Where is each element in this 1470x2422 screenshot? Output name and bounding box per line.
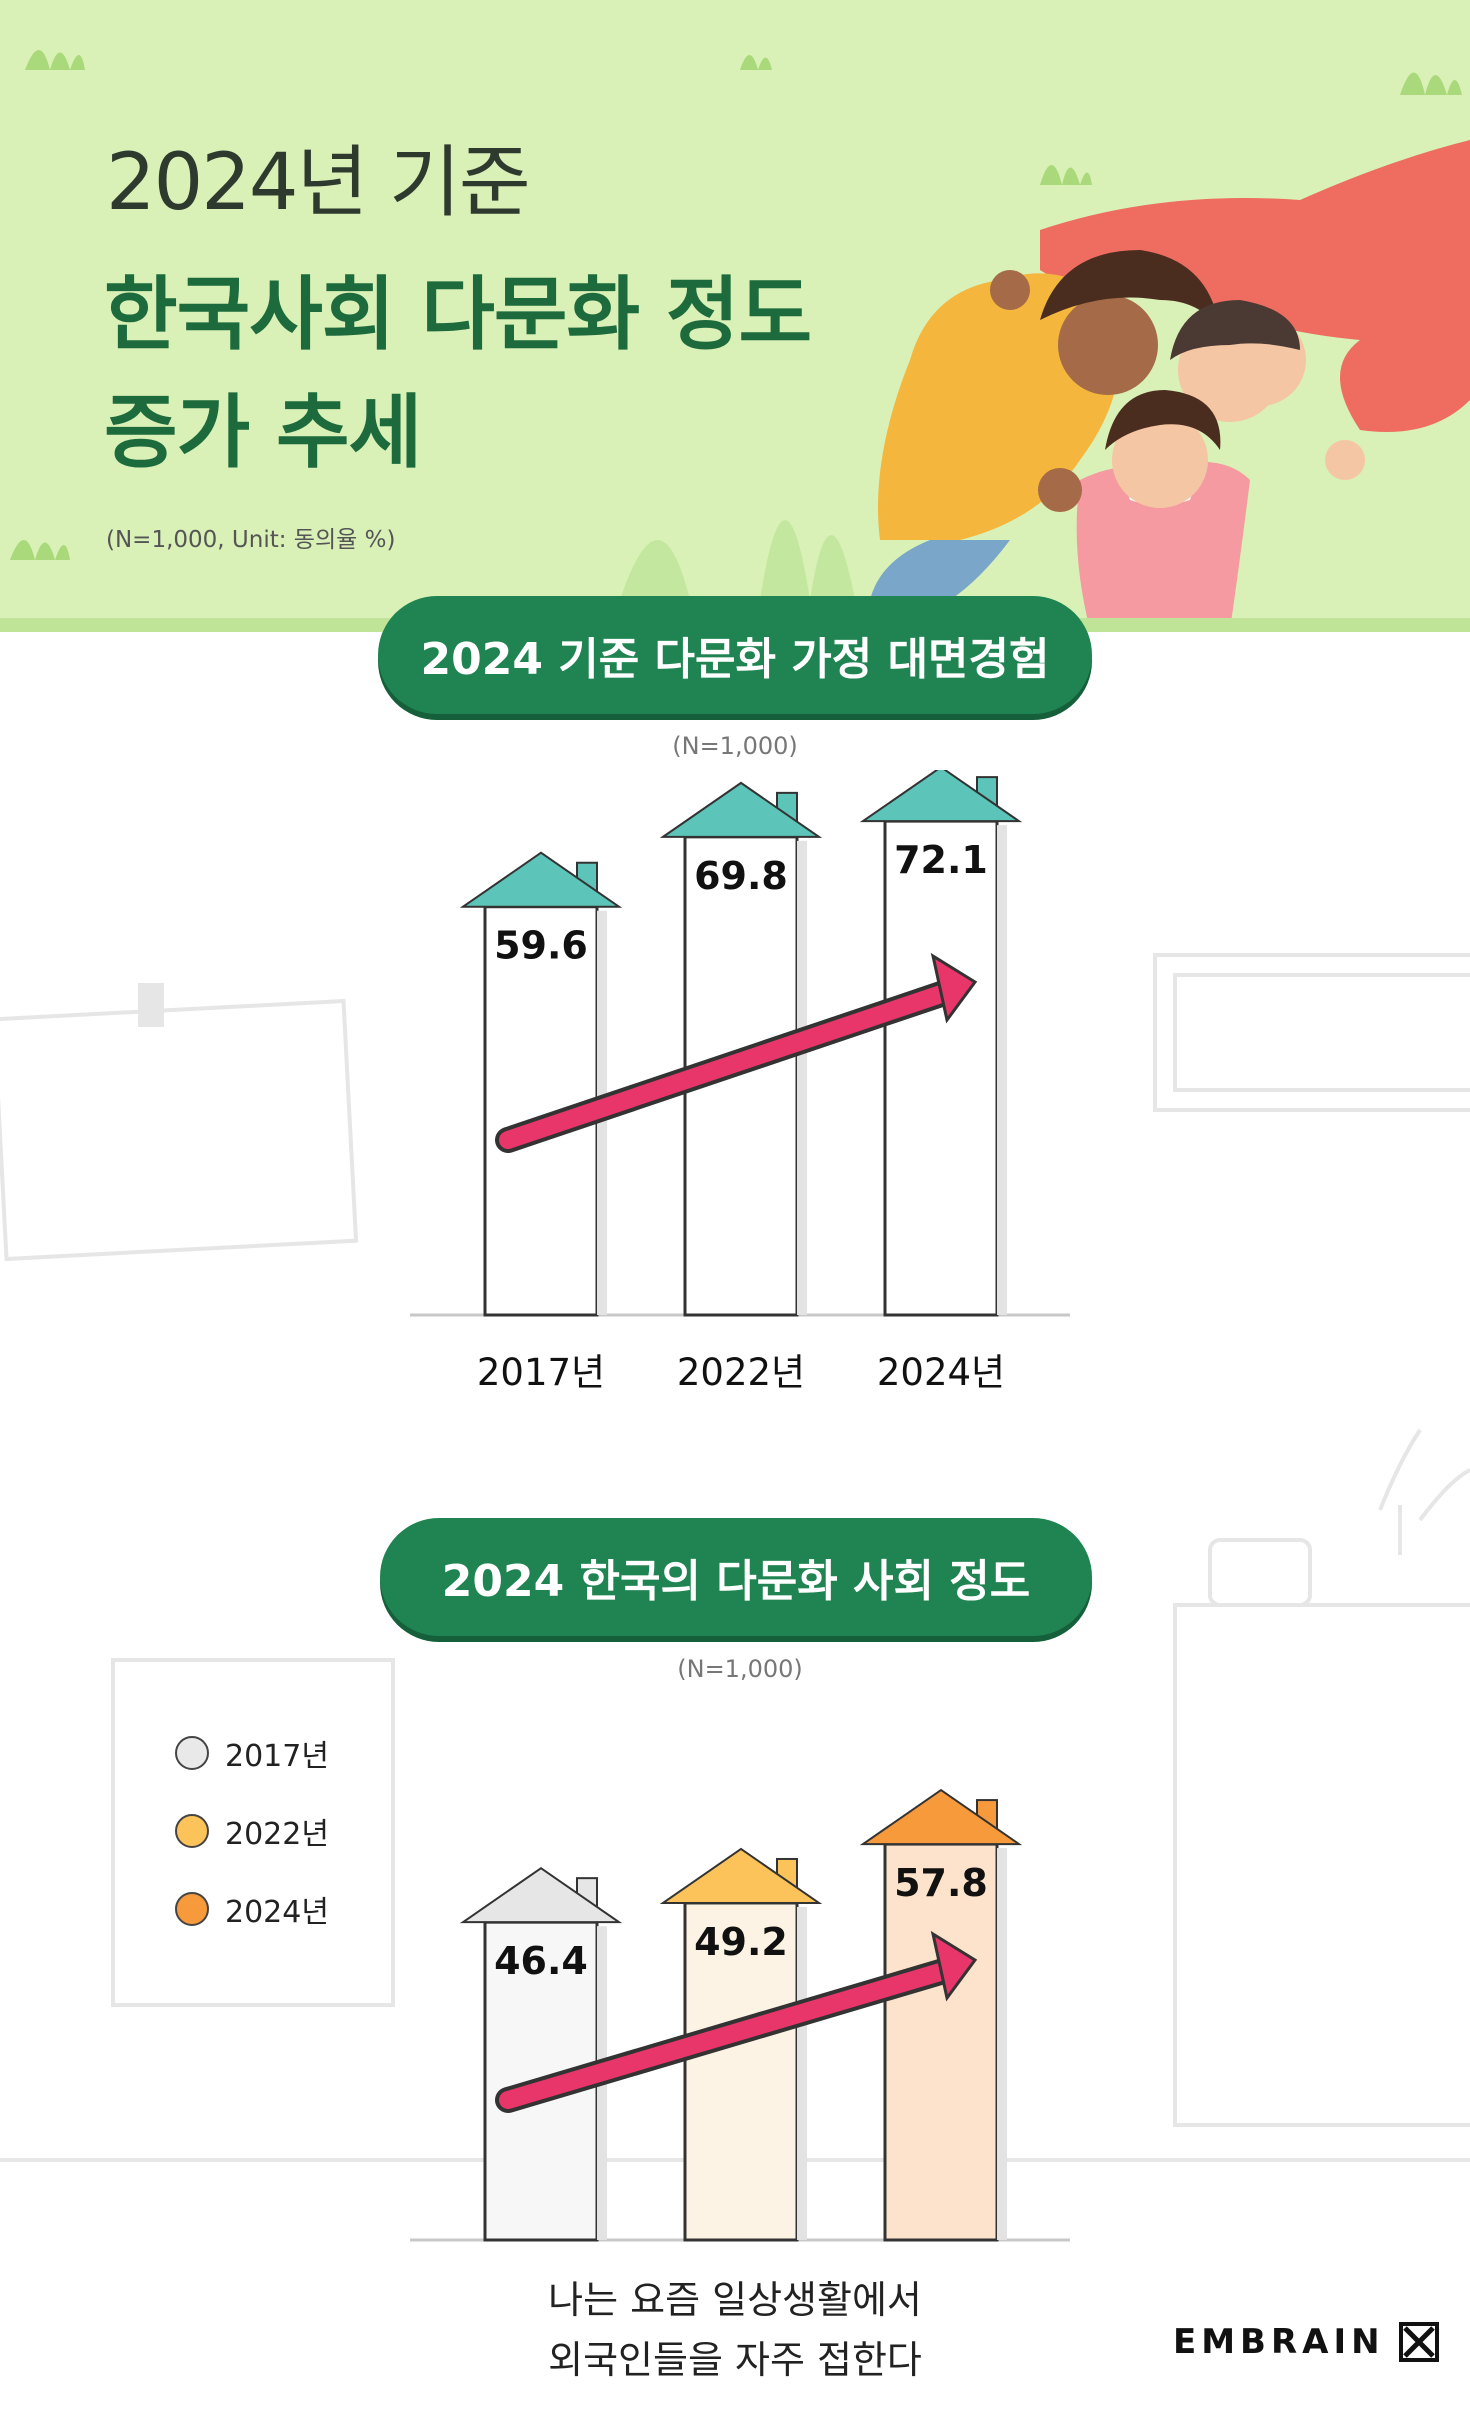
- legend-item-2024: 2024년: [175, 1884, 329, 1934]
- section1-title-pill: 2024 기준 다문화 가정 대면경험: [378, 596, 1092, 714]
- roof: [459, 851, 623, 908]
- bar-shadow: [997, 825, 1007, 1315]
- category-label: 2022년: [677, 1351, 805, 1394]
- section2-caption: 나는 요즘 일상생활에서 외국인들을 자주 접한다: [548, 2270, 922, 2390]
- title-line-2: 한국사회 다문화 정도: [104, 268, 812, 361]
- data-label: 59.6: [494, 924, 588, 968]
- legend-item-2022: 2022년: [175, 1806, 329, 1856]
- trend-arrow-head: [930, 1930, 978, 2002]
- trend-arrow-shaft: [499, 983, 956, 1149]
- legend-label-2017: 2017년: [225, 1739, 329, 1774]
- brand-name: EMBRAIN: [1173, 2322, 1385, 2362]
- data-label: 57.8: [894, 1861, 988, 1905]
- hero-banner: 2024년 기준 한국사회 다문화 정도 증가 추세 (N=1,000, Uni…: [0, 0, 1470, 632]
- chart-face-to-face-experience: 59.6 2017년 69.8 2022년 72.1 2024년: [410, 770, 1070, 1394]
- bar-shadow: [797, 840, 807, 1315]
- category-label: 2024년: [877, 1351, 1005, 1394]
- bar-shadow: [797, 1906, 807, 2240]
- bar: [883, 1842, 999, 2242]
- section2-sample-note: (N=1,000): [677, 1655, 803, 1683]
- brand-logo: EMBRAIN: [1173, 2322, 1439, 2362]
- legend: 2017년 2022년 2024년: [145, 1700, 360, 1965]
- roof: [659, 781, 823, 838]
- legend-dot-2017: [175, 1736, 209, 1770]
- category-label: 2017년: [477, 1351, 605, 1394]
- family-illustration: [10, 50, 1470, 630]
- section1-sample-note: (N=1,000): [672, 732, 798, 760]
- roof: [859, 770, 1023, 823]
- chart-multicultural-society-level: 46.4 49.2 57.8: [410, 1788, 1070, 2242]
- caption-line-2: 외국인들을 자주 접한다: [548, 2338, 922, 2382]
- roof: [459, 1866, 623, 1924]
- data-label: 72.1: [894, 838, 988, 882]
- data-label: 46.4: [494, 1939, 588, 1983]
- legend-item-2017: 2017년: [175, 1728, 329, 1778]
- bar: [683, 1901, 799, 2242]
- roof: [859, 1788, 1023, 1846]
- roof: [659, 1847, 823, 1904]
- bar-shadow: [997, 1848, 1007, 2240]
- embrain-mark-icon: [1398, 2322, 1439, 2362]
- section2-title-pill: 2024 한국의 다문화 사회 정도: [380, 1518, 1092, 1636]
- title-line-1: 2024년 기준: [106, 138, 531, 228]
- unit-note: (N=1,000, Unit: 동의율 %): [106, 527, 396, 553]
- legend-label-2024: 2024년: [225, 1895, 329, 1930]
- legend-dot-2024: [175, 1892, 209, 1926]
- bar: [883, 819, 999, 1317]
- title-line-3: 증가 추세: [104, 386, 422, 479]
- legend-dot-2022: [175, 1814, 209, 1848]
- caption-line-1: 나는 요즘 일상생활에서: [548, 2278, 922, 2322]
- trend-arrow-shaft: [499, 1961, 956, 2109]
- data-label: 49.2: [694, 1920, 788, 1964]
- trend-arrow-head: [930, 952, 978, 1024]
- data-label: 69.8: [694, 854, 788, 898]
- legend-label-2022: 2022년: [225, 1817, 329, 1852]
